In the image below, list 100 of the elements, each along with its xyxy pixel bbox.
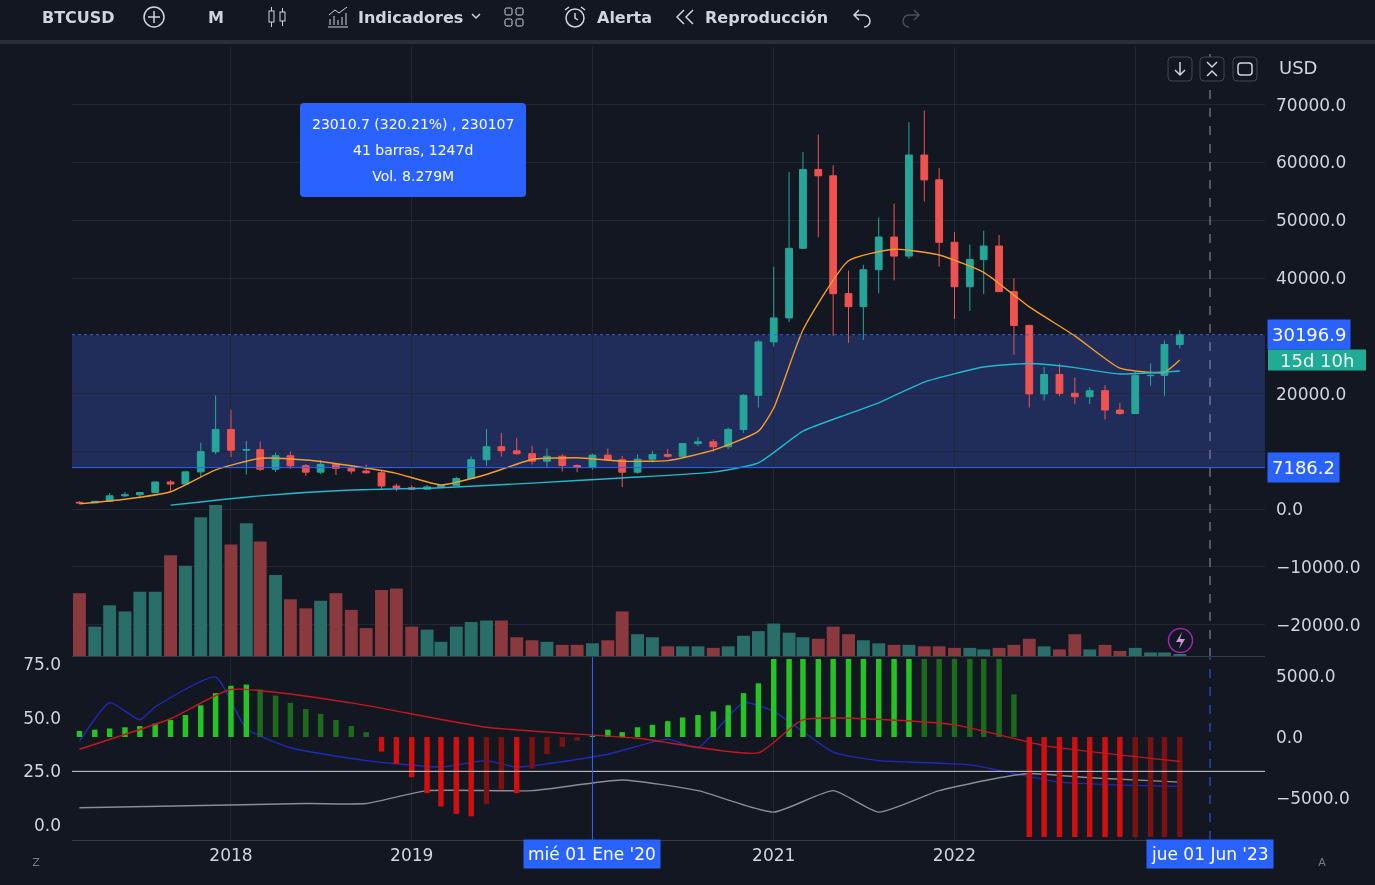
candlestick: [663, 448, 672, 459]
candlestick: [739, 393, 748, 434]
x-tick-label: 2019: [390, 845, 434, 866]
candlestick: [844, 270, 853, 344]
bar: [555, 644, 569, 657]
text: Reproducción: [705, 7, 829, 27]
bar: [348, 726, 355, 738]
bar: [449, 626, 463, 657]
text: Z: [32, 855, 40, 869]
bar: [72, 593, 86, 657]
bar: [1022, 638, 1036, 657]
candlestick: [769, 266, 778, 348]
bar: [679, 717, 686, 738]
candlestick: [603, 447, 612, 461]
candlestick: [1040, 366, 1049, 402]
bar: [1117, 737, 1123, 838]
text: M: [208, 7, 224, 27]
bar: [737, 635, 750, 657]
y2-tick-label: 5000.0: [1276, 665, 1336, 686]
y-tick-label: 0.0: [1276, 499, 1304, 520]
candlestick: [135, 491, 144, 500]
bar: [529, 737, 535, 769]
candlestick: [196, 442, 205, 478]
text: 15d 10h: [1268, 349, 1367, 371]
candlestick: [829, 164, 838, 337]
candlestick: [1010, 277, 1018, 356]
candlestick: [227, 409, 235, 458]
bar: [389, 588, 403, 657]
bar: [1037, 646, 1051, 657]
text: A: [1318, 855, 1326, 869]
bar: [1041, 737, 1047, 838]
bar: [269, 574, 282, 657]
bar: [887, 644, 901, 657]
y-tick-label: −10000.0: [1276, 556, 1361, 577]
candlestick: [377, 470, 386, 490]
y-tick-label: 75.0: [23, 654, 61, 675]
candlestick: [1146, 362, 1155, 387]
ref-line-label: jue 01 Jun '23: [1151, 844, 1269, 864]
bar: [194, 517, 208, 657]
y-tick-label: 20000.0: [1276, 383, 1347, 404]
bar: [239, 523, 253, 657]
bar: [228, 685, 234, 738]
bar: [103, 605, 117, 657]
text: USD: [1279, 56, 1318, 78]
bar: [544, 737, 550, 755]
candlestick: [512, 437, 521, 456]
candlestick: [573, 463, 582, 473]
candlestick: [874, 216, 883, 294]
bar: [842, 634, 855, 657]
bar: [468, 737, 474, 817]
bar: [826, 626, 840, 657]
bar: [631, 634, 644, 657]
bar: [76, 730, 83, 738]
bar: [1132, 737, 1138, 838]
bar: [856, 640, 870, 657]
bar: [257, 689, 263, 738]
bar: [314, 600, 328, 657]
bar: [740, 693, 747, 738]
bar: [1053, 649, 1066, 657]
candlestick: [678, 442, 687, 458]
bar: [209, 505, 223, 657]
candlestick: [724, 427, 733, 450]
bar: [224, 544, 238, 657]
candlestick: [121, 491, 129, 498]
bar: [1011, 694, 1017, 738]
bar: [483, 737, 490, 805]
x-tick-label: 2022: [932, 845, 977, 866]
bar: [272, 695, 279, 738]
bar: [106, 728, 113, 738]
candlestick: [1085, 386, 1094, 405]
bar: [88, 626, 102, 657]
bar: [1083, 649, 1097, 657]
bar: [902, 644, 916, 657]
bar: [1102, 737, 1108, 838]
bar: [393, 737, 400, 764]
candlestick: [211, 394, 220, 455]
bar: [695, 715, 701, 738]
candlestick: [935, 167, 944, 268]
x-tick-label: 2018: [209, 845, 253, 866]
bar: [513, 737, 520, 794]
candlestick: [799, 151, 807, 250]
bar: [1147, 737, 1154, 838]
candlestick: [1116, 402, 1124, 416]
bar: [872, 643, 886, 657]
candlestick: [497, 432, 506, 458]
ref-line-label: 30196.9: [1272, 324, 1347, 345]
bar: [363, 732, 369, 738]
text: Indicadores: [358, 7, 464, 27]
candlestick: [890, 203, 898, 281]
bar: [378, 737, 385, 752]
bar: [525, 640, 539, 657]
y-tick-label: 0.0: [33, 814, 61, 835]
bar: [645, 637, 659, 657]
candlestick: [1101, 384, 1109, 421]
candlestick: [920, 110, 929, 203]
candlestick: [1055, 363, 1064, 397]
bar: [164, 555, 177, 657]
bar: [767, 623, 781, 657]
bar: [178, 565, 192, 657]
line-series: [78, 248, 1181, 505]
